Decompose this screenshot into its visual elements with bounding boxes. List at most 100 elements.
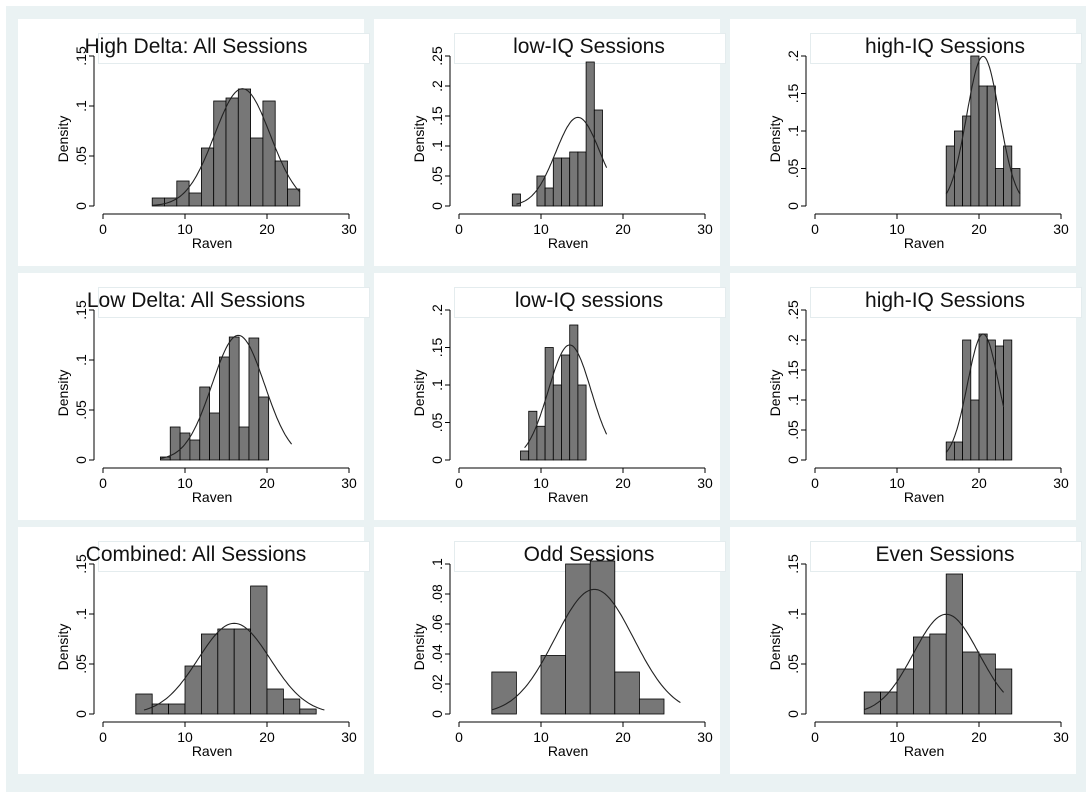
histogram-bar bbox=[638, 698, 665, 715]
x-tick-label: 10 bbox=[177, 221, 193, 237]
histogram-bar bbox=[577, 384, 587, 461]
histogram-panel: Low Delta: All Sessions 0 .05 .1 .15 0 10 20 30 R… bbox=[18, 273, 370, 520]
y-tick-label: 0 bbox=[73, 202, 89, 210]
histogram-bar bbox=[217, 628, 235, 715]
x-axis-label: Raven bbox=[548, 743, 588, 759]
histogram-panel: low-IQ sessions 0 .05 .1 .15 .2 0 10 20 30 Raven De… bbox=[374, 273, 726, 520]
x-tick-label: 20 bbox=[259, 475, 275, 491]
x-tick-label: 0 bbox=[99, 221, 107, 237]
histogram-bar bbox=[896, 668, 914, 715]
histogram-bar bbox=[994, 668, 1013, 715]
y-tick-label: .15 bbox=[73, 554, 89, 574]
y-tick-label: .05 bbox=[429, 413, 445, 433]
x-tick-label: 20 bbox=[615, 729, 631, 745]
y-tick-label: 0 bbox=[73, 710, 89, 718]
y-tick-label: .05 bbox=[429, 166, 445, 186]
histogram-bar bbox=[213, 100, 227, 207]
histogram-bar bbox=[1011, 168, 1021, 207]
histogram-plot: 0 .05 .1 .15 .2 .25 0 10 20 30 Raven Density bbox=[411, 46, 713, 251]
histogram-bar bbox=[585, 61, 595, 207]
histogram-bar bbox=[209, 412, 220, 461]
y-tick-label: .05 bbox=[73, 654, 89, 674]
y-tick-label: .05 bbox=[73, 146, 89, 166]
histogram-plot: 0 .05 .1 .15 0 10 20 30 Raven Density bbox=[55, 46, 357, 251]
histogram-bar bbox=[540, 655, 567, 715]
x-axis-label: Raven bbox=[548, 235, 588, 251]
y-tick-label: .1 bbox=[429, 140, 445, 152]
histogram-bar bbox=[569, 151, 579, 207]
histogram-panel: high-IQ Sessions 0 .05 .1 .15 .2 .25 0 10 20 30 Rav… bbox=[730, 273, 1082, 520]
title-box bbox=[98, 541, 370, 572]
histogram-bar bbox=[299, 708, 317, 715]
histogram-bar bbox=[929, 633, 947, 715]
histogram-bar bbox=[200, 147, 215, 207]
x-tick-label: 20 bbox=[971, 475, 987, 491]
histogram-bar bbox=[880, 691, 898, 715]
histogram-panel: Odd Sessions 0 .02 .04 .06 .08 .1 0 10 20 30 Raven D… bbox=[374, 527, 726, 774]
x-axis-label: Raven bbox=[548, 489, 588, 505]
y-tick-label: .08 bbox=[429, 584, 445, 604]
x-tick-label: 10 bbox=[889, 475, 905, 491]
histogram-plot: 0 .05 .1 .15 0 10 20 30 Raven Density bbox=[55, 300, 357, 505]
histogram-panel: Even Sessions 0 .05 .1 .15 0 10 20 30 Raven Densit… bbox=[730, 527, 1082, 774]
histogram-bar bbox=[282, 698, 301, 715]
title-box bbox=[810, 287, 1082, 318]
histogram-bar bbox=[250, 585, 268, 715]
x-tick-label: 0 bbox=[811, 475, 819, 491]
x-axis-label: Raven bbox=[192, 235, 232, 251]
histogram-bar bbox=[552, 384, 562, 461]
histogram-bar bbox=[237, 88, 252, 207]
histogram-bar bbox=[262, 100, 276, 207]
y-tick-label: .1 bbox=[785, 125, 801, 137]
histogram-bar bbox=[179, 432, 191, 461]
x-tick-label: 10 bbox=[889, 221, 905, 237]
histogram-bar bbox=[986, 85, 996, 207]
y-tick-label: .25 bbox=[785, 300, 801, 320]
histogram-bar bbox=[970, 399, 980, 461]
histogram-bar bbox=[970, 55, 980, 207]
y-axis-label: Density bbox=[55, 624, 71, 671]
histogram-bar bbox=[528, 410, 538, 461]
x-tick-label: 20 bbox=[615, 221, 631, 237]
y-tick-label: .15 bbox=[785, 84, 801, 104]
title-box bbox=[454, 287, 726, 318]
histogram-bar bbox=[238, 426, 250, 461]
histogram-bar bbox=[561, 354, 571, 461]
panel-title: low-IQ sessions bbox=[514, 289, 664, 312]
y-tick-label: .05 bbox=[785, 420, 801, 440]
histogram-bar bbox=[511, 193, 521, 207]
histogram-bar bbox=[565, 563, 591, 715]
x-tick-label: 20 bbox=[615, 475, 631, 491]
y-tick-label: .1 bbox=[429, 379, 445, 391]
normal-density-curve bbox=[864, 613, 1005, 711]
histogram-bar bbox=[135, 693, 153, 715]
histogram-bar bbox=[188, 192, 202, 207]
y-tick-label: .15 bbox=[785, 554, 801, 574]
y-tick-label: 0 bbox=[73, 456, 89, 464]
title-box bbox=[810, 541, 1082, 572]
y-axis-label: Density bbox=[411, 624, 427, 671]
x-tick-label: 20 bbox=[971, 221, 987, 237]
histogram-bar bbox=[561, 157, 571, 207]
x-tick-label: 0 bbox=[455, 221, 463, 237]
histogram-bar bbox=[962, 651, 980, 715]
y-tick-label: 0 bbox=[785, 456, 801, 464]
histogram-bar bbox=[219, 356, 230, 461]
normal-density-curve bbox=[945, 333, 1005, 453]
y-tick-label: .1 bbox=[73, 608, 89, 620]
histogram-bar bbox=[266, 688, 284, 715]
x-tick-label: 0 bbox=[99, 475, 107, 491]
histogram-bar bbox=[986, 339, 996, 461]
histogram-bar bbox=[577, 151, 587, 207]
y-tick-label: 0 bbox=[785, 710, 801, 718]
y-tick-label: .15 bbox=[785, 360, 801, 380]
panel-title: Even Sessions bbox=[875, 543, 1015, 566]
histogram-bar bbox=[250, 137, 264, 207]
histogram-bar bbox=[168, 703, 186, 715]
normal-density-curve bbox=[516, 116, 608, 205]
histogram-bar bbox=[1003, 339, 1013, 461]
histogram-panel: Combined: All Sessions 0 .05 .1 .15 0 10 20 30 Ra… bbox=[18, 527, 370, 774]
histogram-bar bbox=[593, 109, 603, 207]
y-axis-label: Density bbox=[767, 370, 783, 417]
histogram-bar bbox=[200, 633, 219, 715]
